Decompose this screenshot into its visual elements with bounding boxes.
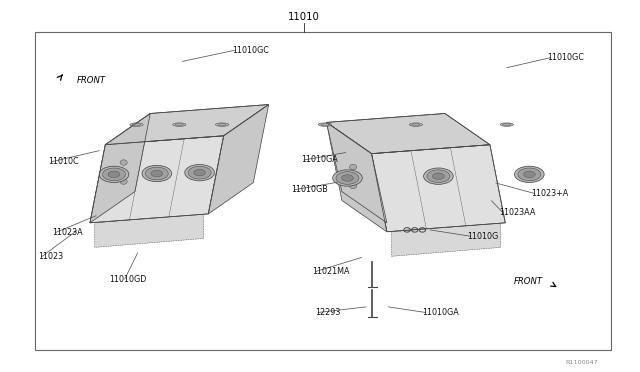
Text: 11010GD: 11010GD <box>109 275 147 283</box>
Ellipse shape <box>433 173 444 179</box>
Ellipse shape <box>342 175 353 181</box>
Text: 11021MA: 11021MA <box>312 267 350 276</box>
Text: 11023+A: 11023+A <box>531 189 568 198</box>
Ellipse shape <box>349 164 356 170</box>
Text: FRONT: FRONT <box>77 76 106 85</box>
Text: 11023: 11023 <box>38 252 63 261</box>
Ellipse shape <box>349 183 356 189</box>
Ellipse shape <box>503 124 511 126</box>
Polygon shape <box>326 113 490 154</box>
Polygon shape <box>326 122 387 223</box>
Ellipse shape <box>216 123 228 126</box>
Ellipse shape <box>130 123 143 126</box>
Ellipse shape <box>424 168 453 185</box>
Text: R1100047: R1100047 <box>566 360 598 365</box>
Ellipse shape <box>524 171 535 177</box>
Text: 11010GA: 11010GA <box>422 308 459 317</box>
Text: 11010GA: 11010GA <box>301 155 337 164</box>
Ellipse shape <box>518 168 541 181</box>
Ellipse shape <box>500 123 513 126</box>
Polygon shape <box>326 122 387 232</box>
Bar <box>35 32 611 350</box>
Text: 11010: 11010 <box>288 12 320 22</box>
Polygon shape <box>95 214 204 247</box>
Text: 11010G: 11010G <box>467 232 499 241</box>
Ellipse shape <box>173 123 186 126</box>
Text: 11023A: 11023A <box>52 228 83 237</box>
Polygon shape <box>209 105 269 214</box>
Text: 11010GC: 11010GC <box>232 46 269 55</box>
Ellipse shape <box>515 166 544 183</box>
Ellipse shape <box>142 165 172 182</box>
Ellipse shape <box>151 170 163 177</box>
Ellipse shape <box>108 171 120 177</box>
Ellipse shape <box>333 170 362 186</box>
Ellipse shape <box>102 168 125 181</box>
Ellipse shape <box>185 164 214 181</box>
Ellipse shape <box>336 171 359 185</box>
Text: 11023AA: 11023AA <box>499 208 536 217</box>
Ellipse shape <box>175 124 184 126</box>
Ellipse shape <box>120 179 127 184</box>
Polygon shape <box>105 105 269 145</box>
Polygon shape <box>371 145 506 232</box>
Ellipse shape <box>188 166 211 179</box>
Ellipse shape <box>427 170 450 183</box>
Ellipse shape <box>99 166 129 183</box>
Text: 11010GB: 11010GB <box>291 185 328 194</box>
Ellipse shape <box>318 123 332 126</box>
Polygon shape <box>90 136 224 223</box>
Ellipse shape <box>194 169 205 176</box>
Polygon shape <box>392 223 500 256</box>
Ellipse shape <box>132 124 141 126</box>
Ellipse shape <box>321 124 329 126</box>
Polygon shape <box>90 113 150 223</box>
Ellipse shape <box>409 123 422 126</box>
Text: FRONT: FRONT <box>513 277 543 286</box>
Ellipse shape <box>218 124 226 126</box>
Text: 11010GC: 11010GC <box>547 53 584 62</box>
Ellipse shape <box>120 160 127 165</box>
Ellipse shape <box>412 124 420 126</box>
Text: 12293: 12293 <box>315 308 340 317</box>
Text: 11010C: 11010C <box>48 157 79 166</box>
Ellipse shape <box>145 167 168 180</box>
